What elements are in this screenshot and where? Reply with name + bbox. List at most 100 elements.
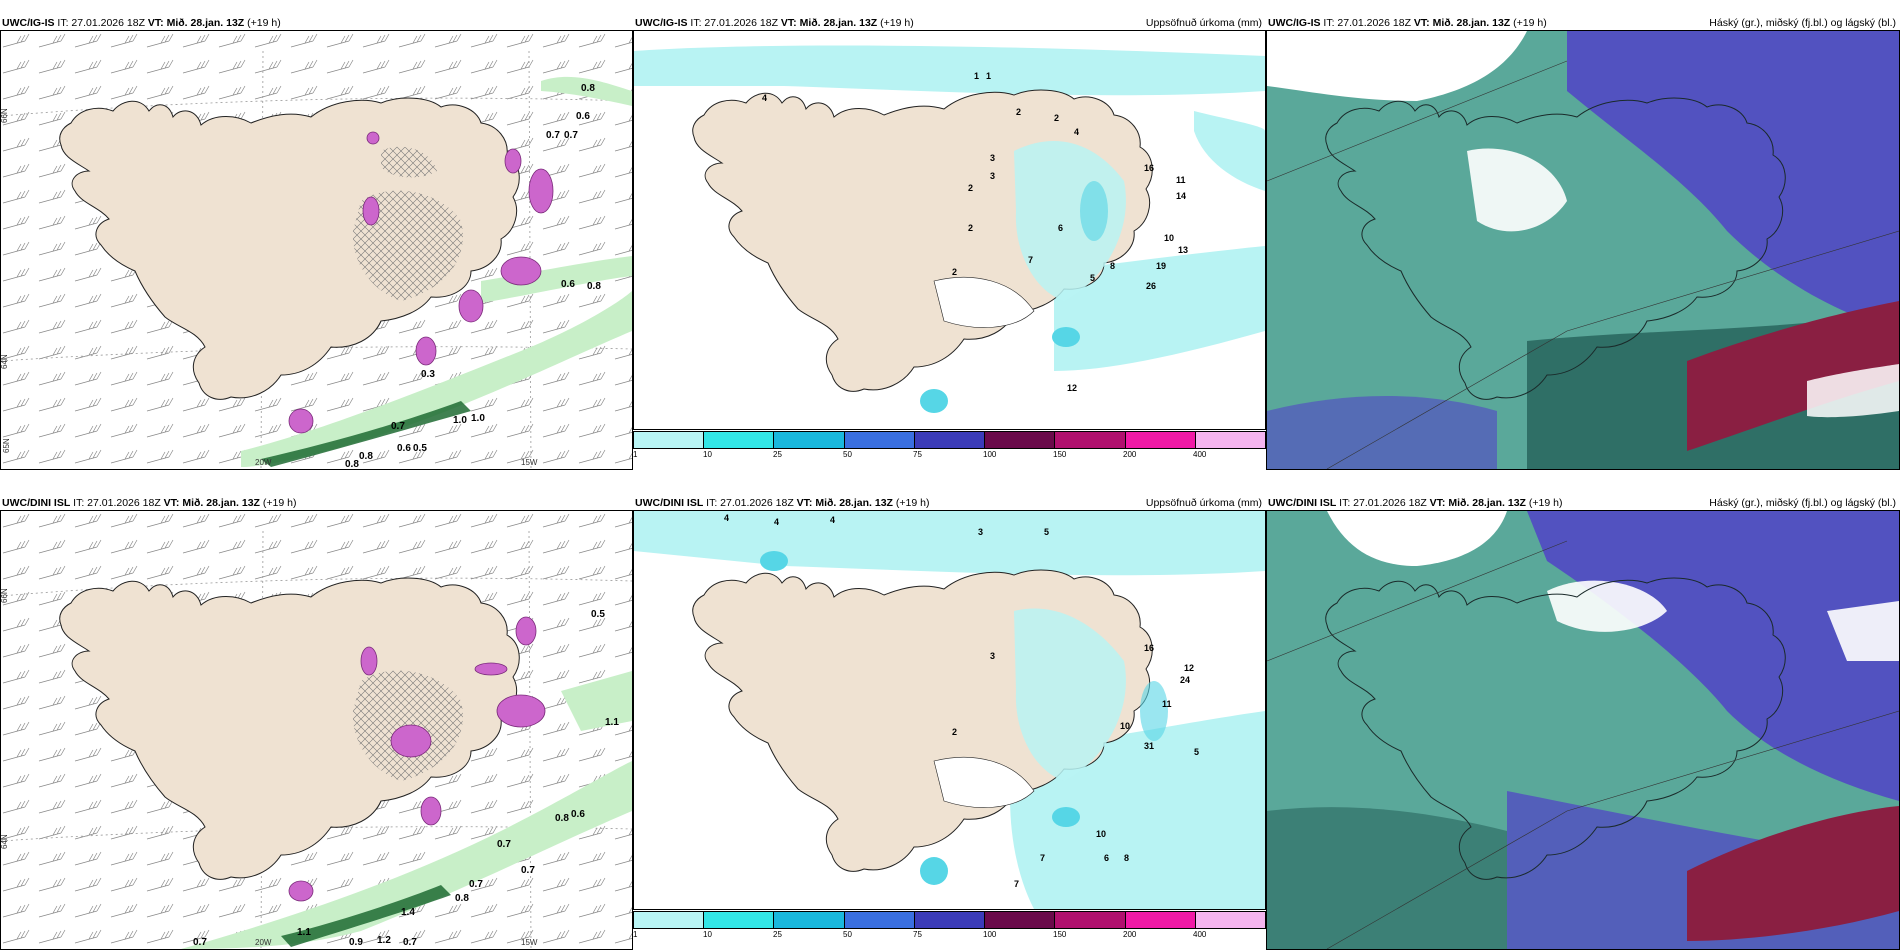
value-label: 5 bbox=[1090, 273, 1095, 283]
lead-time: (+19 h) bbox=[247, 17, 281, 29]
scale-cell bbox=[634, 912, 705, 928]
value-label: 10 bbox=[1120, 721, 1130, 731]
precip-area-eastfjords bbox=[1140, 681, 1168, 741]
product-title: Háský (gr.), miðský (fj.bl.) og lágský (… bbox=[1709, 17, 1896, 29]
scale-tick: 75 bbox=[913, 930, 922, 939]
value-label: 0.7 bbox=[391, 421, 405, 432]
rain-band-light bbox=[181, 761, 632, 949]
value-label: 4 bbox=[762, 93, 767, 103]
value-label: 0.8 bbox=[587, 281, 601, 292]
clear-area-se bbox=[1807, 364, 1899, 418]
value-label: 19 bbox=[1156, 261, 1166, 271]
latitude-lines bbox=[1, 97, 632, 362]
scale-tick: 200 bbox=[1123, 930, 1137, 939]
value-label: 16 bbox=[1144, 643, 1154, 653]
scale-tick: 150 bbox=[1053, 930, 1067, 939]
init-time: IT: 27.01.2026 18Z bbox=[690, 17, 778, 29]
value-label: 11 bbox=[1162, 699, 1172, 709]
value-label: 1.2 bbox=[377, 935, 391, 946]
scale-tick: 50 bbox=[843, 450, 852, 459]
value-label: 3 bbox=[990, 153, 995, 163]
value-label: 0.8 bbox=[345, 459, 359, 469]
map-frame bbox=[1266, 30, 1900, 470]
value-label: 2 bbox=[952, 267, 957, 277]
rain-band-east bbox=[561, 671, 632, 731]
scale-cell bbox=[844, 912, 915, 928]
value-label: 1 bbox=[986, 71, 991, 81]
model-name: UWC/IG-IS bbox=[2, 17, 55, 29]
scale-tick: 200 bbox=[1123, 450, 1137, 459]
map-frame: 1 1 2 2 4 3 3 2 2 16 11 14 10 13 19 26 1… bbox=[633, 30, 1266, 430]
scale-tick: 1 bbox=[633, 930, 638, 939]
scale-cell bbox=[1055, 432, 1126, 448]
scale-cell bbox=[844, 432, 915, 448]
panel-bottom-left: UWC/DINI ISL IT: 27.01.2026 18Z VT: Mið.… bbox=[0, 493, 633, 950]
lat-label-64: 64N bbox=[1, 834, 9, 849]
scale-cell bbox=[704, 432, 775, 448]
value-label: 10 bbox=[1096, 829, 1106, 839]
value-label: 6 bbox=[1058, 223, 1063, 233]
value-label: 3 bbox=[990, 651, 995, 661]
valid-time: VT: Mið. 28.jan. 13Z bbox=[163, 497, 260, 509]
panel-top-right: UWC/IG-IS IT: 27.01.2026 18Z VT: Mið. 28… bbox=[1266, 13, 1900, 470]
value-label: 4 bbox=[774, 517, 779, 527]
value-label: 1.0 bbox=[471, 413, 485, 424]
lat-label-66: 66N bbox=[1, 108, 9, 123]
scale-cell bbox=[704, 912, 775, 928]
scale-tick: 400 bbox=[1193, 450, 1207, 459]
scale-cell bbox=[914, 912, 986, 928]
value-label: 0.8 bbox=[555, 813, 569, 824]
value-label: 2 bbox=[1016, 107, 1021, 117]
value-label: 8 bbox=[1110, 261, 1115, 271]
scale-tick: 25 bbox=[773, 930, 782, 939]
value-label: 1.0 bbox=[453, 415, 467, 426]
model-name: UWC/IG-IS bbox=[635, 17, 688, 29]
clear-patch bbox=[1467, 148, 1567, 232]
clear-area-north bbox=[1267, 31, 1527, 101]
value-label: 1.1 bbox=[297, 927, 311, 938]
snow-areas bbox=[288, 616, 546, 902]
scale-cell bbox=[1195, 432, 1265, 448]
scale-cell bbox=[634, 432, 705, 448]
precip-area-north bbox=[634, 511, 1265, 576]
region-borders bbox=[1267, 60, 1899, 469]
value-label: 14 bbox=[1176, 191, 1186, 201]
panel-header: UWC/IG-IS IT: 27.01.2026 18Z VT: Mið. 28… bbox=[633, 13, 1266, 33]
value-label: 6 bbox=[1104, 853, 1109, 863]
scale-ticks: 1 10 25 50 75 100 150 200 400 bbox=[633, 450, 1266, 462]
map-svg: 4 4 4 3 5 2 3 16 24 12 10 11 31 5 10 8 7… bbox=[634, 511, 1265, 909]
panel-bottom-middle: UWC/DINI ISL IT: 27.01.2026 18Z VT: Mið.… bbox=[633, 493, 1266, 945]
map-svg bbox=[1267, 511, 1899, 949]
rain-band-light bbox=[241, 291, 632, 467]
value-label: 4 bbox=[1074, 127, 1079, 137]
rain-band-dark bbox=[261, 401, 471, 467]
lead-time: (+19 h) bbox=[262, 497, 297, 509]
scale-tick: 10 bbox=[703, 450, 712, 459]
value-label: 3 bbox=[978, 527, 983, 537]
map-svg: 0.8 0.6 0.7 0.7 0.6 0.8 1.0 1.0 0.5 0.6 … bbox=[1, 31, 632, 469]
value-label: 4 bbox=[724, 513, 729, 523]
precip-max-area-south bbox=[920, 389, 948, 413]
value-label: 24 bbox=[1180, 675, 1190, 685]
lat-label-66: 66N bbox=[1, 588, 9, 603]
value-label: 11 bbox=[1176, 175, 1186, 185]
value-label: 0.5 bbox=[591, 609, 605, 620]
value-label: 1.1 bbox=[605, 717, 619, 728]
valid-time: VT: Mið. 28.jan. 13Z bbox=[1429, 497, 1526, 509]
scale-tick: 100 bbox=[983, 450, 997, 459]
glacier-outline bbox=[933, 756, 1035, 808]
model-name: UWC/DINI ISL bbox=[635, 497, 704, 509]
value-label: 0.5 bbox=[413, 443, 427, 454]
scale-cell bbox=[914, 432, 986, 448]
lon-label-15w: 15W bbox=[521, 458, 538, 467]
value-label: 0.7 bbox=[546, 130, 560, 141]
panel-header: UWC/DINI ISL IT: 27.01.2026 18Z VT: Mið.… bbox=[633, 493, 1266, 513]
precip-area-east-land bbox=[1014, 608, 1126, 781]
value-label: 2 bbox=[1054, 113, 1059, 123]
init-time: IT: 27.01.2026 18Z bbox=[73, 497, 161, 509]
init-time: IT: 27.01.2026 18Z bbox=[1339, 497, 1427, 509]
lat-label-64: 64N bbox=[1, 354, 9, 369]
scale-ticks: 1 10 25 50 75 100 150 200 400 bbox=[633, 930, 1266, 942]
color-scale-bar bbox=[633, 431, 1266, 449]
scale-cell bbox=[1125, 912, 1196, 928]
